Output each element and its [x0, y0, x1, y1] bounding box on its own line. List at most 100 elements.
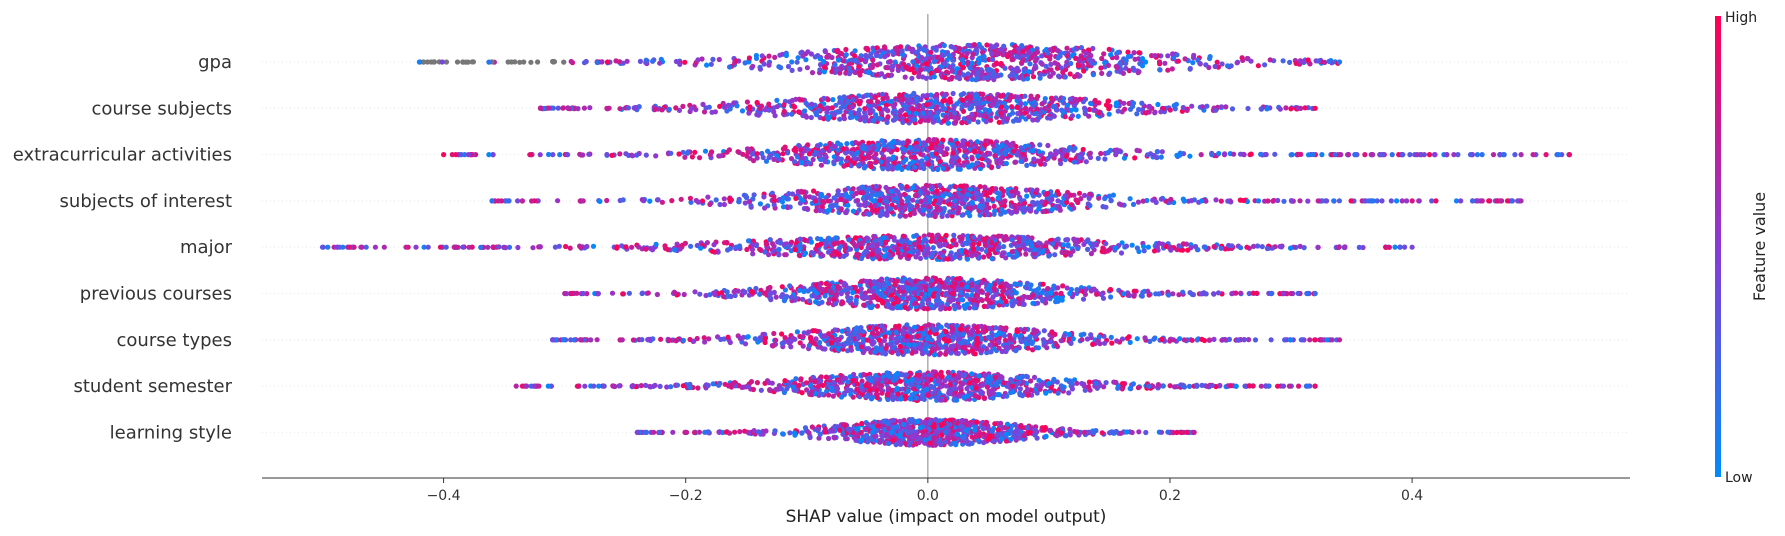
data-point: [644, 58, 650, 64]
data-point: [950, 57, 956, 63]
data-point: [962, 145, 968, 151]
data-point: [835, 57, 842, 63]
data-point: [988, 139, 994, 145]
data-point: [911, 154, 918, 160]
data-point: [1048, 67, 1054, 73]
data-point: [823, 145, 829, 151]
data-point: [780, 151, 786, 157]
data-point: [537, 105, 544, 111]
data-point: [916, 103, 922, 109]
data-point: [443, 59, 450, 65]
data-point: [358, 244, 364, 250]
data-point: [942, 60, 948, 66]
data-point: [1099, 70, 1105, 76]
data-point: [680, 103, 686, 109]
data-point: [1022, 93, 1028, 99]
data-point: [1368, 152, 1374, 158]
data-point: [843, 209, 849, 216]
data-point: [1336, 244, 1342, 251]
data-point: [1073, 46, 1079, 52]
data-point: [870, 251, 876, 257]
data-point: [843, 46, 849, 53]
data-point: [1394, 198, 1400, 204]
data-point: [1061, 96, 1067, 102]
data-point: [1058, 65, 1064, 71]
data-point: [783, 52, 790, 59]
data-point: [875, 192, 881, 198]
data-point: [895, 48, 901, 55]
data-point: [770, 241, 776, 247]
data-point: [970, 246, 977, 252]
data-point: [1202, 244, 1208, 250]
data-point: [1013, 209, 1019, 215]
data-point: [1281, 198, 1287, 204]
data-point: [1113, 100, 1120, 106]
data-point: [994, 158, 1000, 164]
data-point: [875, 253, 881, 259]
data-point: [1025, 143, 1031, 149]
data-point: [1072, 145, 1078, 151]
data-point: [1069, 113, 1076, 119]
data-point: [1130, 65, 1136, 71]
data-point: [984, 292, 991, 298]
data-point: [890, 110, 897, 116]
data-point: [893, 187, 899, 193]
data-point: [987, 150, 993, 157]
data-point: [506, 198, 512, 204]
data-point: [1095, 155, 1101, 161]
data-point: [1444, 152, 1450, 158]
data-point: [843, 52, 849, 58]
data-point: [969, 76, 975, 82]
data-point: [831, 144, 837, 150]
data-point: [819, 193, 825, 199]
data-point: [1039, 53, 1045, 59]
data-point: [956, 205, 962, 211]
data-point: [974, 160, 980, 166]
data-point: [1305, 198, 1311, 204]
data-point: [1215, 290, 1222, 296]
data-point: [630, 153, 636, 159]
data-point: [1275, 197, 1281, 204]
data-point: [900, 159, 906, 166]
data-point: [850, 208, 857, 214]
data-point: [1118, 202, 1124, 208]
data-point: [1062, 193, 1068, 199]
data-point: [831, 112, 838, 118]
data-point: [1145, 152, 1151, 158]
data-point: [897, 213, 903, 219]
data-point: [1098, 150, 1104, 157]
data-point: [849, 104, 856, 110]
data-point: [721, 196, 727, 202]
data-point: [981, 54, 987, 60]
data-point: [845, 98, 851, 104]
data-point: [969, 60, 975, 66]
data-point: [620, 60, 626, 66]
data-point: [668, 150, 674, 156]
data-point: [1114, 149, 1120, 155]
data-point: [944, 146, 950, 152]
data-point: [885, 65, 891, 71]
data-point: [1110, 192, 1116, 198]
data-point: [826, 235, 832, 241]
data-point: [599, 59, 605, 65]
data-point: [676, 107, 683, 113]
data-point: [1024, 76, 1031, 82]
data-point: [929, 151, 935, 157]
data-point: [1028, 93, 1034, 99]
data-point: [857, 100, 863, 106]
data-point: [1324, 198, 1330, 204]
data-point: [1032, 247, 1038, 253]
data-point: [969, 156, 975, 162]
data-point: [818, 162, 825, 168]
data-point: [913, 254, 919, 260]
data-point: [604, 59, 611, 65]
data-point: [1397, 244, 1403, 250]
data-point: [1469, 198, 1476, 204]
data-point: [1075, 245, 1081, 252]
data-point: [1049, 206, 1055, 212]
data-point: [1003, 160, 1010, 167]
data-point: [1229, 106, 1236, 112]
data-point: [930, 245, 936, 251]
data-point: [1026, 69, 1032, 75]
data-point: [888, 206, 894, 212]
